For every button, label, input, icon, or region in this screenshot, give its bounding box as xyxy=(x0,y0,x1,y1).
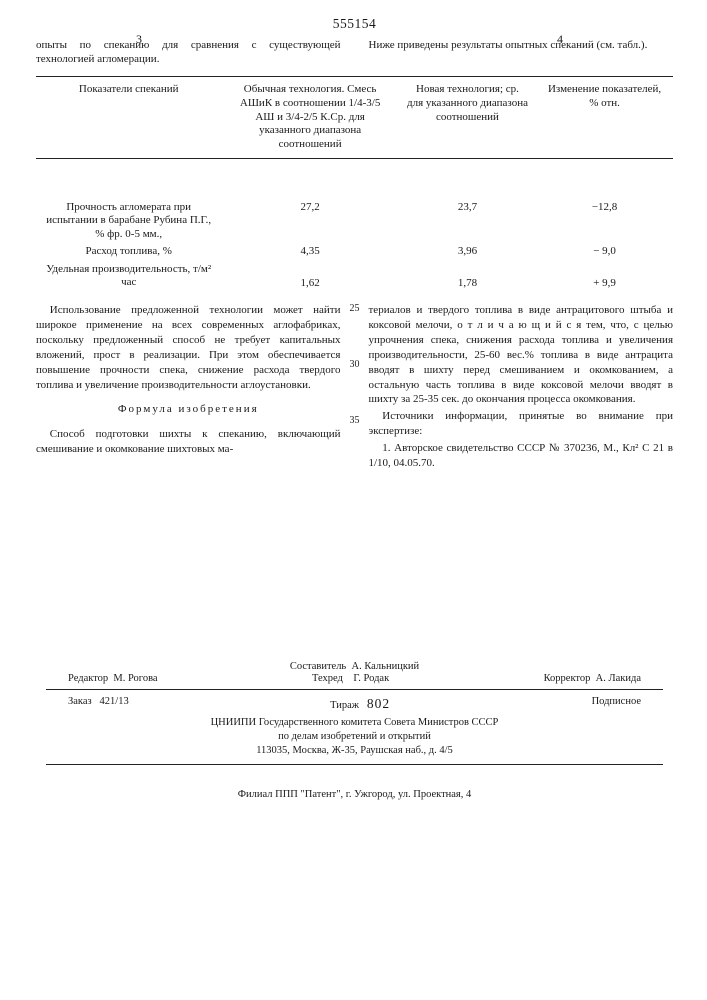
org-line-2: по делам изобретений и открытий xyxy=(36,730,673,744)
document-page: 555154 3 4 опыты по спеканию для сравнен… xyxy=(0,0,707,818)
right-p1: териалов и твердого топлива в виде антра… xyxy=(369,303,674,407)
order-value: 421/13 xyxy=(100,696,129,707)
tech-label: Техред xyxy=(312,673,343,684)
page-col-3: 3 xyxy=(136,32,142,47)
corrector-name: А. Лакида xyxy=(596,673,641,684)
editor-name: М. Рогова xyxy=(113,673,157,684)
row2-v3: − 9,0 xyxy=(536,243,673,260)
run-value: 802 xyxy=(367,696,390,711)
row3-v2: 1,78 xyxy=(399,261,536,292)
table-row: Удельная производительность, т/м² час 1,… xyxy=(36,261,673,292)
right-column: териалов и твердого топлива в виде антра… xyxy=(369,303,674,472)
compiler-label: Составитель xyxy=(290,661,346,672)
th-1: Показатели спеканий xyxy=(36,77,221,159)
row3-label: Удельная производительность, т/м² час xyxy=(36,261,221,292)
line-num-30: 30 xyxy=(350,359,360,370)
patent-number: 555154 xyxy=(36,16,673,32)
order-label: Заказ xyxy=(68,696,92,707)
editor-label: Редактор xyxy=(68,673,108,684)
line-num-25: 25 xyxy=(350,303,360,314)
line-num-35: 35 xyxy=(350,415,360,426)
page-col-4: 4 xyxy=(557,32,563,47)
row1-v2: 23,7 xyxy=(399,199,536,243)
run-label: Тираж xyxy=(330,700,359,711)
subscription-label: Подписное xyxy=(592,696,641,712)
intro-left: опыты по спеканию для сравнения с сущест… xyxy=(36,38,341,66)
corrector-label: Корректор xyxy=(544,673,591,684)
branch-line: Филиал ППП "Патент", г. Ужгород, ул. Про… xyxy=(36,789,673,800)
intro-right: Ниже приведены результаты опытных спекан… xyxy=(369,38,674,66)
org-line-1: ЦНИИПИ Государственного комитета Совета … xyxy=(36,716,673,730)
row2-label: Расход топлива, % xyxy=(36,243,221,260)
compiler-name: А. Кальницкий xyxy=(351,661,419,672)
table-row: Прочность агломерата при испытании в бар… xyxy=(36,199,673,243)
th-2: Обычная технология. Смесь АШиК в соотнош… xyxy=(221,77,398,159)
left-column: Использование предложенной технологии мо… xyxy=(36,303,341,472)
th-4: Изменение показателей, % отн. xyxy=(536,77,673,159)
right-p2: Источники информации, принятые во вниман… xyxy=(369,409,674,439)
row2-v2: 3,96 xyxy=(399,243,536,260)
row1-v3: −12,8 xyxy=(536,199,673,243)
row2-v1: 4,35 xyxy=(221,243,398,260)
footer-block: Составитель А. Кальницкий Редактор М. Ро… xyxy=(36,661,673,801)
row1-v1: 27,2 xyxy=(221,199,398,243)
th-3: Новая технология; ср. для указанного диа… xyxy=(399,77,536,159)
table-row: Расход топлива, % 4,35 3,96 − 9,0 xyxy=(36,243,673,260)
tech-name: Г. Родак xyxy=(353,673,389,684)
row3-v1: 1,62 xyxy=(221,261,398,292)
formula-heading: Формула изобретения xyxy=(36,402,341,417)
row3-v3: + 9,9 xyxy=(536,261,673,292)
left-p2: Способ подготовки шихты к спеканию, вклю… xyxy=(36,427,341,457)
results-table: Показатели спеканий Обычная технология. … xyxy=(36,76,673,291)
left-p1: Использование предложенной технологии мо… xyxy=(36,303,341,392)
intro-columns: опыты по спеканию для сравнения с сущест… xyxy=(36,38,673,66)
row1-label: Прочность агломерата при испытании в бар… xyxy=(36,199,221,243)
main-columns: 25 30 35 Использование предложенной техн… xyxy=(36,303,673,472)
right-p3: 1. Авторское свидетельство СССР № 370236… xyxy=(369,441,674,471)
org-address: 113035, Москва, Ж-35, Раушская наб., д. … xyxy=(36,744,673,758)
